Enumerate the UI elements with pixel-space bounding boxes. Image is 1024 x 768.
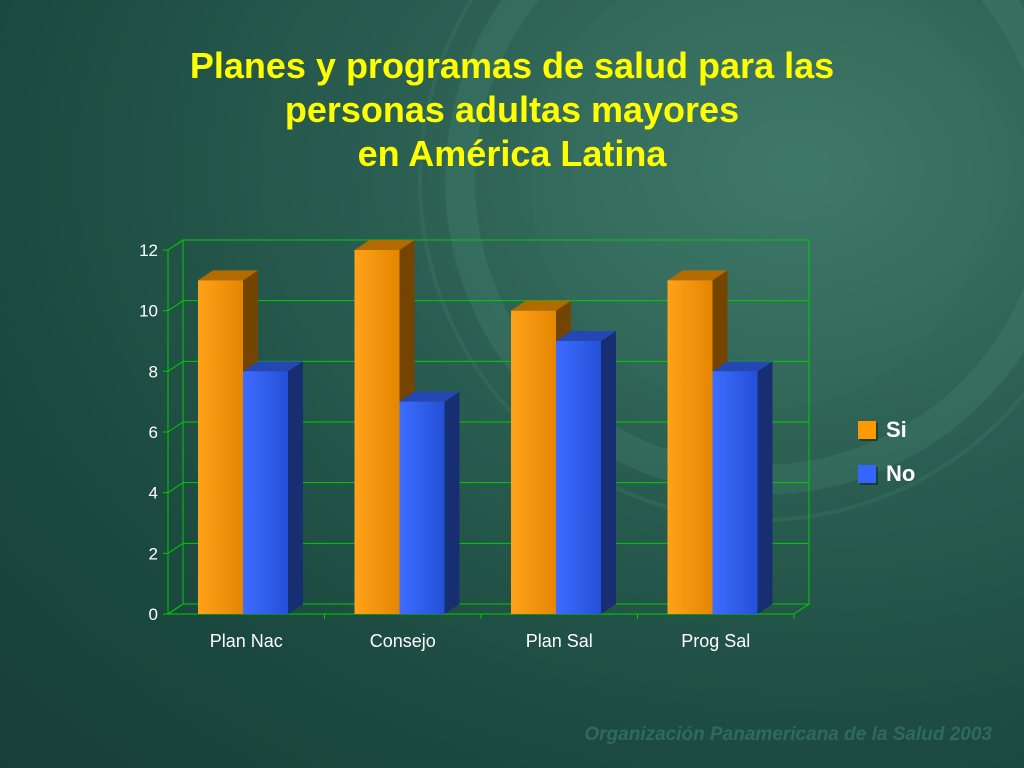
bar-no-consejo [399,391,460,614]
bar-front [511,310,556,614]
chart-bars [198,240,773,614]
gridline [167,239,809,251]
title-line-3: en América Latina [357,133,667,174]
bar-top [556,331,616,341]
legend-label-no: No [886,461,916,486]
bar-top [399,391,460,402]
chart-title: Planes y programas de salud para las per… [60,44,964,176]
chart-labels: 0 2 4 6 8 10 12 Plan Nac Consejo Plan Sal Prog Sal [139,241,750,651]
y-tick-label: 6 [149,423,158,442]
legend-item-no: No [858,452,915,496]
bar-no-plan-nac [243,361,303,614]
bar-top [198,270,258,281]
x-tick-label: Plan Nac [210,631,283,651]
y-tick-label: 2 [149,544,158,563]
bar-top [243,361,303,372]
legend-swatch-no [858,465,876,483]
y-tick-label: 0 [149,605,158,624]
bar-front [556,341,601,614]
y-tick-label: 8 [149,362,158,381]
bar-top [354,240,415,250]
gridline [167,300,809,312]
bar-no-plan-sal [556,331,616,614]
bar-side [757,361,773,614]
bar-top [511,300,571,311]
footer-credit: Organización Panamericana de la Salud 20… [584,724,992,745]
bar-front [243,371,288,614]
bar-front [354,250,400,614]
bar-si-plan-nac [198,270,258,614]
y-tick-label: 10 [139,302,158,321]
legend-label-si: Si [886,417,907,442]
title-line-1: Planes y programas de salud para las [189,45,835,86]
x-tick-label: Plan Sal [526,631,593,651]
y-tick-label: 12 [139,241,158,260]
legend-item-si: Si [858,408,915,452]
bar-front [712,371,758,614]
legend-swatch-si [858,421,876,439]
bar-side [601,331,616,614]
title-line-2: personas adultas mayores [284,89,740,130]
bar-side [444,391,460,614]
legend: Si No [858,408,915,496]
bar-front [667,280,713,614]
x-tick-label: Prog Sal [681,631,750,651]
bar-side [288,361,303,614]
bar-front [399,401,445,614]
bar-top [667,270,728,281]
y-tick-label: 4 [149,484,158,503]
bar-front [198,280,243,614]
bar-top [712,361,773,372]
bar-no-prog-sal [712,361,773,614]
x-tick-label: Consejo [370,631,436,651]
